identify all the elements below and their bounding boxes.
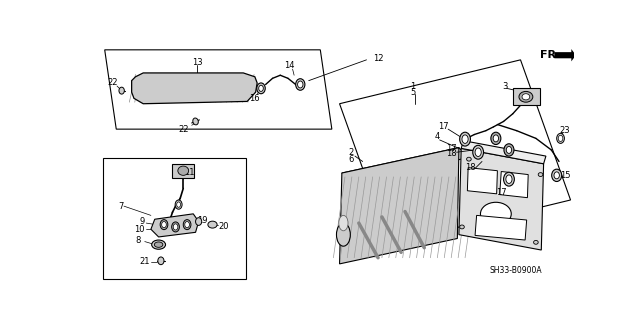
Text: 7: 7	[118, 202, 124, 211]
Bar	[172, 164, 194, 178]
Ellipse shape	[460, 132, 470, 146]
Text: 21: 21	[140, 257, 150, 266]
Ellipse shape	[506, 146, 511, 153]
Ellipse shape	[152, 240, 166, 249]
Ellipse shape	[158, 257, 164, 265]
Ellipse shape	[185, 221, 189, 228]
Ellipse shape	[522, 94, 530, 100]
Polygon shape	[151, 214, 198, 237]
Polygon shape	[467, 168, 497, 194]
Ellipse shape	[506, 175, 512, 183]
Polygon shape	[475, 215, 527, 240]
Ellipse shape	[481, 202, 511, 226]
Polygon shape	[461, 141, 546, 164]
Text: 19: 19	[197, 216, 208, 225]
Ellipse shape	[519, 92, 533, 102]
Polygon shape	[459, 148, 543, 250]
Polygon shape	[342, 148, 468, 183]
Text: 22: 22	[107, 78, 118, 87]
Ellipse shape	[473, 145, 484, 159]
Ellipse shape	[119, 87, 124, 94]
Ellipse shape	[339, 215, 348, 231]
Ellipse shape	[172, 222, 179, 232]
Polygon shape	[132, 73, 257, 104]
Ellipse shape	[337, 223, 350, 246]
Text: 12: 12	[372, 54, 383, 63]
Polygon shape	[340, 148, 459, 264]
Ellipse shape	[196, 218, 202, 226]
Text: 11: 11	[184, 168, 195, 177]
Text: 20: 20	[219, 222, 229, 231]
Ellipse shape	[554, 172, 559, 179]
Text: 1: 1	[410, 82, 415, 91]
Bar	[513, 88, 540, 105]
Ellipse shape	[538, 173, 543, 176]
Text: 17: 17	[446, 144, 456, 153]
Text: 23: 23	[560, 126, 570, 135]
Ellipse shape	[257, 83, 265, 94]
Text: 10: 10	[134, 225, 145, 234]
Ellipse shape	[493, 135, 499, 142]
Text: 9: 9	[139, 217, 144, 226]
Ellipse shape	[475, 148, 481, 157]
Text: 4: 4	[435, 132, 440, 141]
Ellipse shape	[160, 219, 168, 230]
Polygon shape	[554, 49, 576, 61]
Ellipse shape	[552, 169, 562, 182]
Ellipse shape	[154, 242, 163, 247]
Text: 15: 15	[560, 171, 570, 180]
Ellipse shape	[298, 81, 303, 88]
Ellipse shape	[193, 118, 198, 125]
Text: 17: 17	[438, 122, 449, 131]
Ellipse shape	[504, 172, 515, 186]
Text: FR.: FR.	[540, 50, 560, 60]
Text: 3: 3	[502, 82, 508, 91]
Ellipse shape	[460, 225, 464, 229]
Text: 18: 18	[446, 149, 456, 158]
Ellipse shape	[177, 202, 180, 207]
Text: 8: 8	[135, 235, 141, 245]
Ellipse shape	[558, 135, 563, 141]
Ellipse shape	[534, 241, 538, 244]
Ellipse shape	[162, 221, 166, 228]
Bar	[103, 158, 246, 278]
Text: SH33-B0900A: SH33-B0900A	[490, 266, 542, 275]
Ellipse shape	[504, 144, 514, 156]
Polygon shape	[500, 172, 528, 198]
Ellipse shape	[462, 135, 468, 143]
Ellipse shape	[557, 133, 564, 143]
Ellipse shape	[467, 157, 471, 161]
Ellipse shape	[173, 224, 178, 230]
Ellipse shape	[259, 85, 263, 92]
Text: 22: 22	[179, 125, 189, 134]
Text: 6: 6	[348, 155, 354, 164]
Text: 18: 18	[465, 163, 476, 172]
Ellipse shape	[491, 132, 501, 145]
Text: 2: 2	[348, 148, 354, 157]
Ellipse shape	[296, 79, 305, 90]
Ellipse shape	[175, 200, 182, 209]
Text: 5: 5	[410, 88, 415, 97]
Text: 17: 17	[496, 188, 507, 197]
Ellipse shape	[208, 221, 217, 228]
Text: 14: 14	[284, 62, 295, 70]
Text: 13: 13	[192, 58, 202, 67]
Text: 16: 16	[249, 94, 259, 103]
Ellipse shape	[178, 166, 189, 175]
Ellipse shape	[183, 219, 191, 230]
